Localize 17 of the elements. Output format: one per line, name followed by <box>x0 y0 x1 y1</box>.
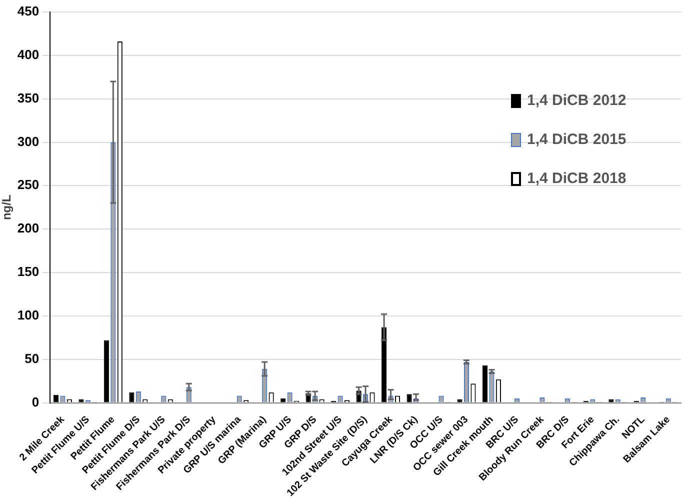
legend-label: 1,4 DiCB 2015 <box>527 131 626 148</box>
bar <box>482 365 488 402</box>
y-tick-label: 200 <box>17 220 40 236</box>
legend-label: 1,4 DiCB 2018 <box>527 170 626 187</box>
legend-label: 1,4 DiCB 2012 <box>527 92 626 109</box>
y-tick-label: 250 <box>17 177 40 192</box>
y-tick-label: 400 <box>17 46 40 62</box>
y-tick-label: 100 <box>17 308 40 322</box>
y-tick-label: 450 <box>17 4 40 19</box>
y-axis-title: ng/L <box>0 194 14 220</box>
y-tick-label: 50 <box>24 350 40 366</box>
bar <box>104 340 109 402</box>
y-tick-label: 0 <box>32 394 40 410</box>
bar <box>129 392 134 402</box>
y-tick-label: 300 <box>17 134 40 149</box>
y-tick-label: 350 <box>17 90 40 106</box>
y-tick-label: 150 <box>17 264 40 280</box>
